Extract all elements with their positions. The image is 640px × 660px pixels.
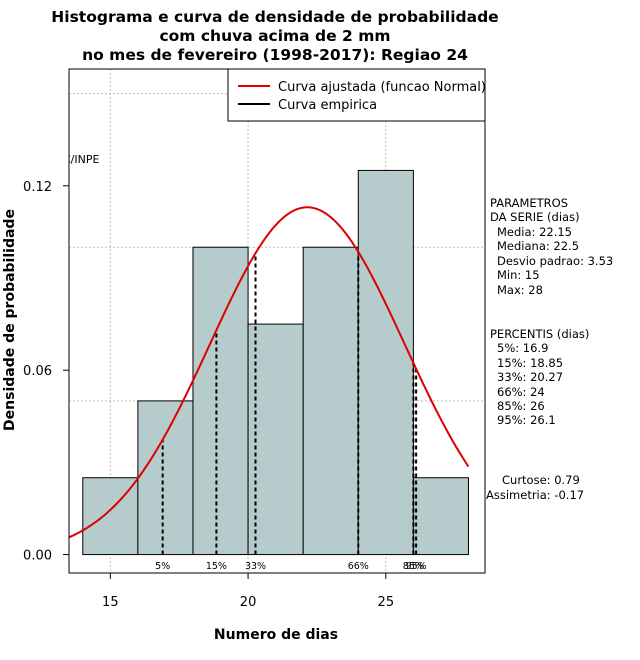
- percentile-label: 85%: [403, 561, 424, 572]
- histogram-bar: [412, 477, 469, 556]
- stat-assimetria: Assimetria: -0.17: [486, 488, 584, 502]
- percentile-lines: 5% 15% 33% 66% 85%95%: [155, 251, 427, 572]
- y-tick-label: 0.00: [23, 549, 52, 564]
- percentile-label: 15%: [206, 561, 227, 572]
- y-axis-title: Densidade de probabilidade: [2, 209, 18, 431]
- stat-p5: 5%: 16.9: [497, 341, 548, 355]
- y-tick-label: 0.06: [23, 364, 52, 379]
- statistics-panel: PARAMETROS DA SERIE (dias) Media: 22.15 …: [486, 196, 613, 502]
- histogram-bar: [357, 169, 414, 556]
- chart-title-line-1: Histograma e curva de densidade de proba…: [51, 8, 498, 26]
- percentile-label: 33%: [245, 561, 266, 572]
- percentile-label: 95%: [406, 561, 427, 572]
- histogram-bar: [137, 400, 194, 556]
- stat-curtose: Curtose: 0.79: [502, 473, 580, 487]
- x-axis-title: Numero de dias: [214, 627, 338, 643]
- legend-label-empirical: Curva empirica: [278, 98, 377, 113]
- params-title-1: PARAMETROS: [490, 196, 568, 210]
- x-tick-label: 25: [378, 595, 395, 610]
- stat-p85: 85%: 26: [497, 399, 545, 413]
- y-tick-label: 0.12: [23, 180, 52, 195]
- normal-curve-layer: [68, 206, 470, 539]
- percentile-label: 5%: [155, 561, 170, 572]
- legend-box: [227, 68, 486, 122]
- stat-desvio: Desvio padrao: 3.53: [497, 254, 613, 268]
- legend: Curva ajustada (funcao Normal) Curva emp…: [227, 68, 486, 122]
- stat-p15: 15%: 18.85: [497, 356, 563, 370]
- histogram-bar: [302, 246, 359, 556]
- histogram-bar: [247, 323, 304, 556]
- histogram-bar: [192, 246, 249, 556]
- stat-min: Min: 15: [497, 268, 540, 282]
- x-tick-label: 15: [102, 595, 119, 610]
- percentile-label: 66%: [348, 561, 369, 572]
- axes: 15 20 25 0.00 0.06 0.12: [23, 180, 394, 610]
- x-tick-label: 20: [240, 595, 257, 610]
- legend-label-normal: Curva ajustada (funcao Normal): [278, 80, 486, 95]
- stat-mediana: Mediana: 22.5: [497, 239, 579, 253]
- stat-p66: 66%: 24: [497, 385, 545, 399]
- watermark-text: CPTEC/INPE: [35, 153, 99, 166]
- stat-media: Media: 22.15: [497, 225, 572, 239]
- histogram-bars: [82, 169, 469, 556]
- chart-title-line-2: com chuva acima de 2 mm: [159, 27, 390, 45]
- params-title-2: DA SERIE (dias): [490, 210, 580, 224]
- stat-p95: 95%: 26.1: [497, 413, 556, 427]
- chart-title-line-3: no mes de fevereiro (1998-2017): Regiao …: [82, 46, 468, 64]
- stat-p33: 33%: 20.27: [497, 370, 563, 384]
- normal-curve: [68, 206, 470, 539]
- stat-max: Max: 28: [497, 283, 543, 297]
- percentis-title: PERCENTIS (dias): [490, 327, 589, 341]
